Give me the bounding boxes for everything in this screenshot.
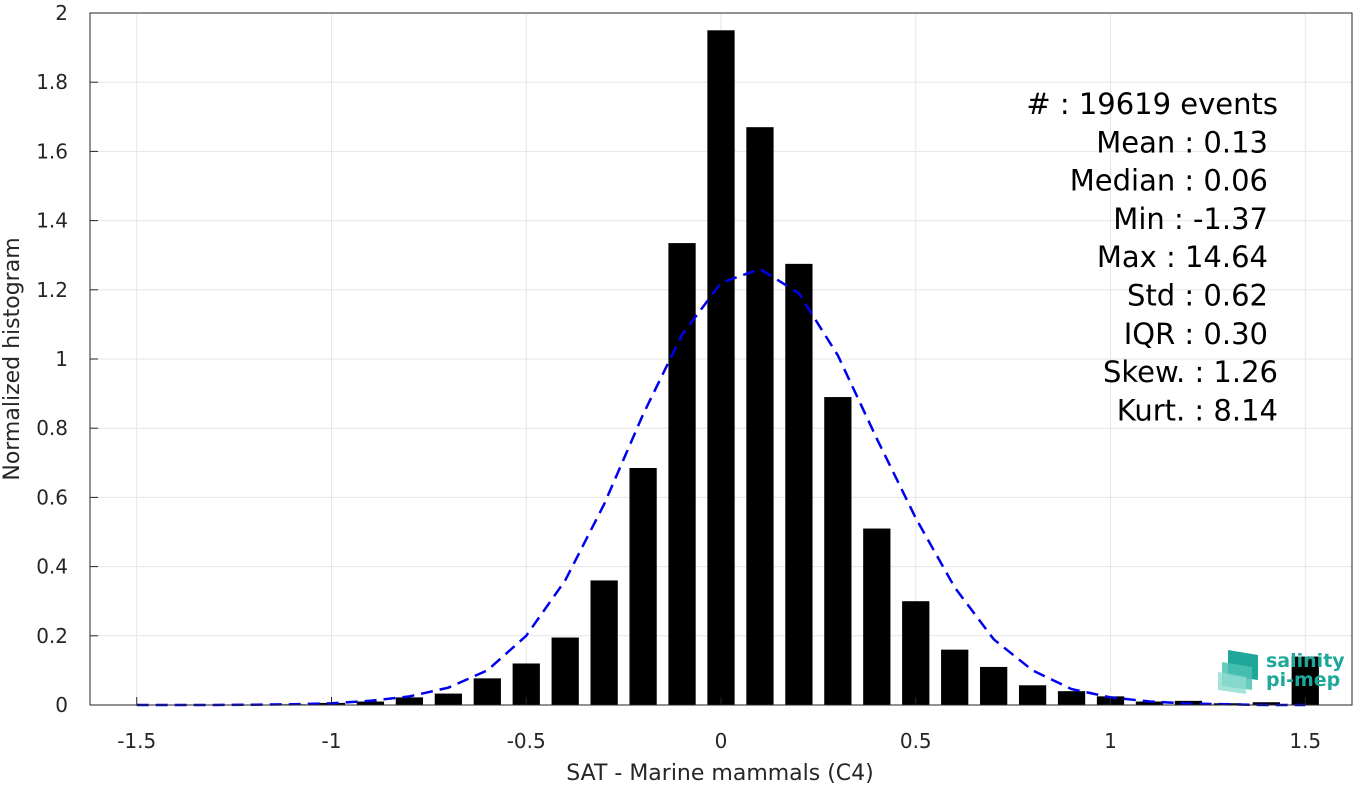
stat-line: Max : 14.64 xyxy=(1097,240,1268,274)
histogram-bar xyxy=(902,601,930,705)
y-tick-label: 0.8 xyxy=(36,416,68,440)
y-tick-label: 0 xyxy=(55,693,68,717)
x-tick-label: 1 xyxy=(1104,729,1117,753)
histogram-bar xyxy=(980,666,1008,705)
x-axis-ticks: -1.5 -1 -0.5 0 0.5 1 1.5 xyxy=(117,697,1321,753)
y-tick-label: 0.4 xyxy=(36,555,68,579)
histogram-bar xyxy=(824,397,852,705)
histogram-bar xyxy=(590,580,618,705)
histogram-bar xyxy=(1252,702,1280,705)
stat-line: Median : 0.06 xyxy=(1070,164,1268,198)
y-tick-label: 1.6 xyxy=(36,139,68,163)
stat-line: Mean : 0.13 xyxy=(1096,125,1268,159)
stat-line: IQR : 0.30 xyxy=(1124,317,1268,351)
histogram-bar xyxy=(1018,685,1047,705)
histogram-bar xyxy=(707,30,735,706)
x-tick-label: -1 xyxy=(322,729,342,753)
y-tick-label: 0.2 xyxy=(36,624,68,648)
salinity-pi-mep-logo: salinity pi-mep xyxy=(1218,650,1345,694)
stat-line: Min : -1.37 xyxy=(1113,202,1268,236)
histogram-bar xyxy=(785,263,813,705)
histogram-bar xyxy=(629,467,657,705)
x-tick-label: -0.5 xyxy=(507,729,546,753)
stat-line: Std : 0.62 xyxy=(1127,279,1268,313)
stat-line: Kurt. : 8.14 xyxy=(1117,393,1278,427)
x-axis-label: SAT - Marine mammals (C4) xyxy=(566,761,874,785)
histogram-bar xyxy=(1291,656,1319,705)
x-tick-label: 0 xyxy=(715,729,728,753)
histogram-bar xyxy=(551,637,579,705)
logo-line-1: salinity xyxy=(1266,650,1345,672)
y-tick-label: 1 xyxy=(55,347,68,371)
y-axis-ticks: 0 0.2 0.4 0.6 0.8 1 1.2 1.4 1.6 1.8 2 xyxy=(36,1,98,717)
histogram-bar xyxy=(473,678,501,705)
stat-line: # : 19619 events xyxy=(1026,87,1278,121)
histogram-bars xyxy=(123,30,1319,706)
histogram-bar xyxy=(863,528,891,705)
histogram-bar xyxy=(434,693,462,705)
stats-annotation: # : 19619 events Mean : 0.13 Median : 0.06… xyxy=(1026,87,1278,427)
x-tick-label: 0.5 xyxy=(900,729,932,753)
y-tick-label: 1.4 xyxy=(36,209,68,233)
y-tick-label: 1.8 xyxy=(36,70,68,94)
y-tick-label: 0.6 xyxy=(36,485,68,509)
histogram-bar xyxy=(395,697,424,705)
x-tick-label: -1.5 xyxy=(117,729,156,753)
histogram-bar xyxy=(668,243,696,705)
y-axis-label: Normalized histogram xyxy=(0,237,25,480)
x-tick-label: 1.5 xyxy=(1289,729,1321,753)
histogram-bar xyxy=(356,701,385,705)
histogram-bar xyxy=(1057,691,1086,705)
logo-line-2: pi-mep xyxy=(1266,669,1340,691)
histogram-bar xyxy=(746,127,774,706)
y-tick-label: 1.2 xyxy=(36,278,68,302)
logo-icon xyxy=(1218,650,1258,694)
stat-line: Skew. : 1.26 xyxy=(1103,355,1278,389)
histogram-bar xyxy=(1135,701,1164,705)
histogram-bar xyxy=(941,649,969,705)
y-tick-label: 2 xyxy=(55,1,68,25)
